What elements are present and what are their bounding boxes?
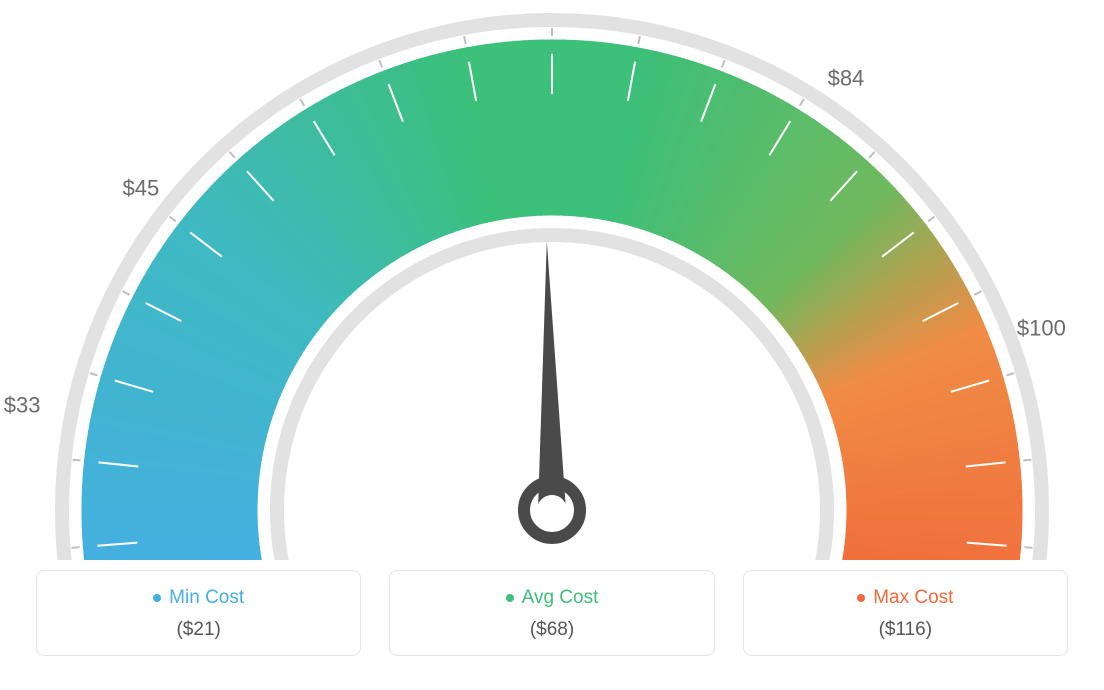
gauge-tick-label: $84 xyxy=(828,66,865,91)
gauge-svg: $21$33$45$68$84$100$116 xyxy=(0,0,1104,560)
gauge-tick-label: $33 xyxy=(4,393,41,418)
legend-card-min: Min Cost ($21) xyxy=(36,570,361,656)
legend-value-max: ($116) xyxy=(744,619,1067,641)
legend-card-max: Max Cost ($116) xyxy=(743,570,1068,656)
legend-card-avg: Avg Cost ($68) xyxy=(389,570,714,656)
gauge-tick-label: $45 xyxy=(123,175,160,200)
legend-value-min: ($21) xyxy=(37,619,360,641)
gauge-tick-label: $100 xyxy=(1017,315,1066,340)
legend-label-min: Min Cost xyxy=(153,587,244,609)
legend-label-max: Max Cost xyxy=(857,587,953,609)
legend-row: Min Cost ($21) Avg Cost ($68) Max Cost (… xyxy=(0,570,1104,656)
legend-value-avg: ($68) xyxy=(390,619,713,641)
gauge-hub-inner xyxy=(537,495,567,525)
gauge-needle xyxy=(538,241,566,510)
gauge-chart: $21$33$45$68$84$100$116 xyxy=(0,0,1104,560)
legend-label-avg: Avg Cost xyxy=(506,587,599,609)
